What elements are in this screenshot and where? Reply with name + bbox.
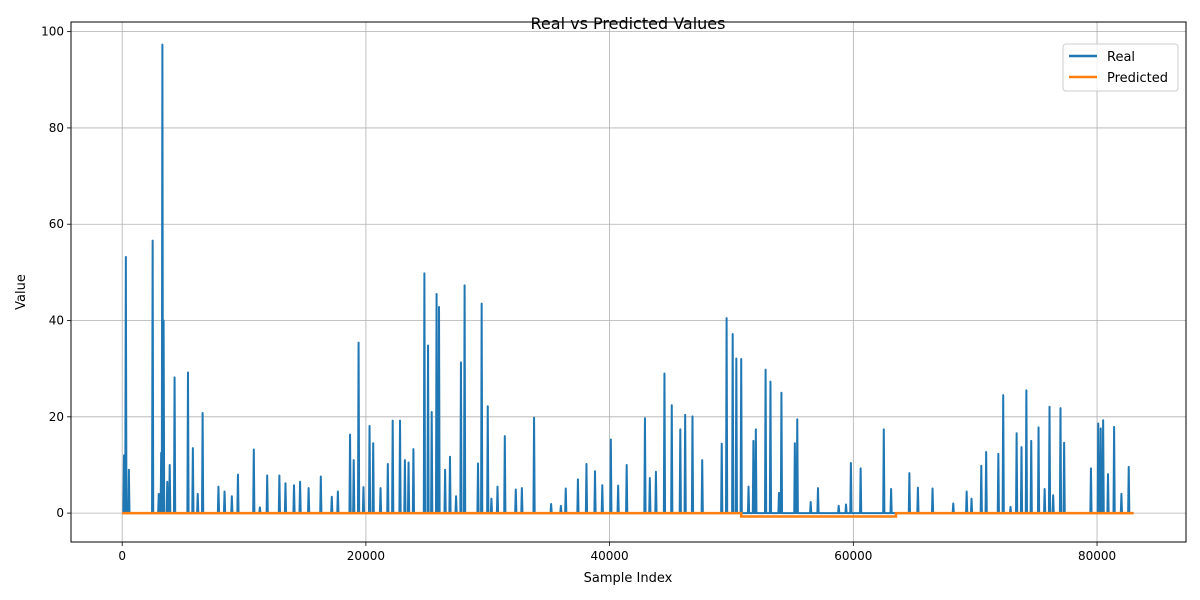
legend: Real Predicted	[1062, 43, 1179, 92]
grid	[71, 22, 1186, 542]
chart-title: Real vs Predicted Values	[531, 14, 726, 33]
y-tick-label: 100	[41, 25, 64, 39]
y-axis-label: Value	[14, 274, 29, 310]
y-tick-label: 0	[56, 506, 64, 520]
x-axis-label: Sample Index	[584, 571, 673, 586]
y-tick-label: 80	[49, 121, 64, 135]
plot-frame	[70, 21, 1187, 543]
x-tick-label: 80000	[1078, 549, 1116, 563]
y-tick-label: 40	[49, 314, 64, 328]
y-tick-label: 20	[49, 410, 64, 424]
legend-label-predicted: Predicted	[1107, 71, 1168, 86]
x-tick-label: 20000	[347, 549, 385, 563]
x-tick-label: 40000	[591, 549, 629, 563]
legend-label-real: Real	[1107, 50, 1135, 65]
y-tick-label: 60	[49, 217, 64, 231]
series-predicted-line	[122, 511, 1134, 518]
x-tick-label: 0	[118, 549, 126, 563]
plot-series	[122, 43, 1134, 518]
axis-ticks: 0 20000 40000 60000 80000 0 20 40 60 80 100	[41, 25, 1116, 563]
x-tick-label: 60000	[834, 549, 872, 563]
